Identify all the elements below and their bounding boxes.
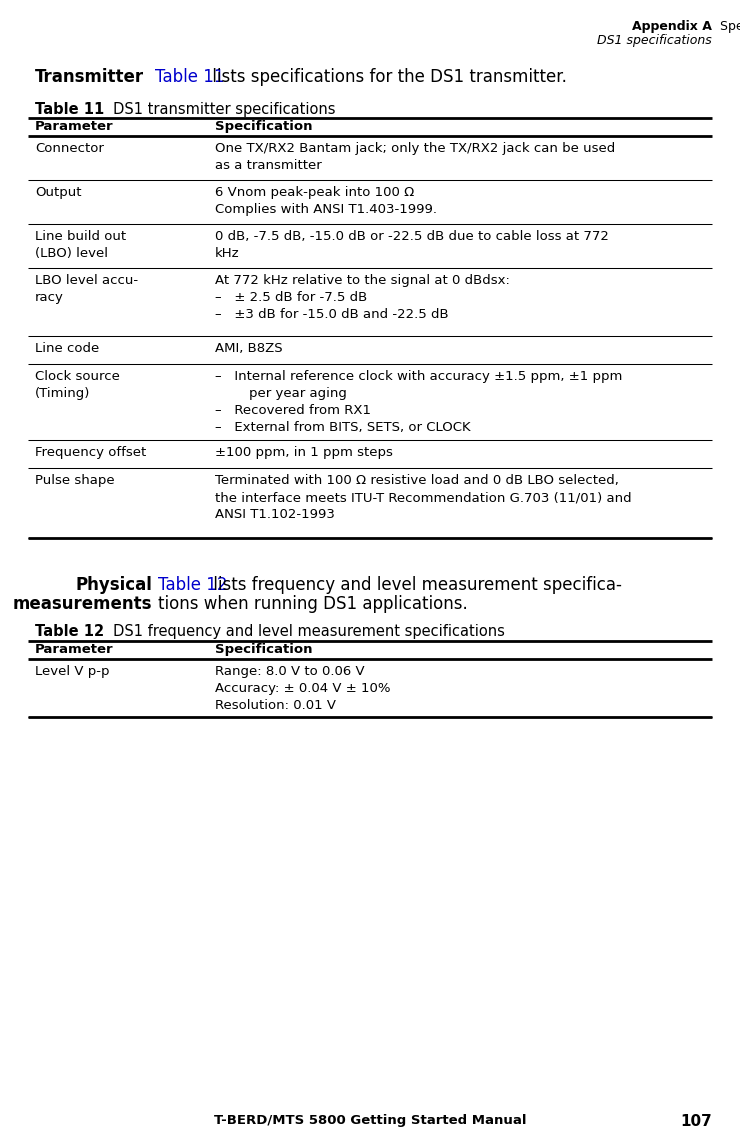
Text: AMI, B8ZS: AMI, B8ZS	[215, 343, 283, 355]
Text: measurements: measurements	[13, 595, 152, 613]
Text: Table 12: Table 12	[158, 576, 227, 594]
Text: LBO level accu-
racy: LBO level accu- racy	[35, 274, 138, 304]
Text: lists specifications for the DS1 transmitter.: lists specifications for the DS1 transmi…	[207, 68, 567, 86]
Text: One TX/RX2 Bantam jack; only the TX/RX2 jack can be used
as a transmitter: One TX/RX2 Bantam jack; only the TX/RX2 …	[215, 142, 615, 172]
Text: Level V p-p: Level V p-p	[35, 665, 110, 678]
Text: –   Internal reference clock with accuracy ±1.5 ppm, ±1 ppm
        per year agi: – Internal reference clock with accuracy…	[215, 370, 622, 434]
Text: Table 12: Table 12	[35, 624, 104, 640]
Text: DS1 transmitter specifications: DS1 transmitter specifications	[90, 102, 335, 117]
Text: Transmitter: Transmitter	[35, 68, 144, 86]
Text: DS1 frequency and level measurement specifications: DS1 frequency and level measurement spec…	[90, 624, 505, 640]
Text: 0 dB, -7.5 dB, -15.0 dB or -22.5 dB due to cable loss at 772
kHz: 0 dB, -7.5 dB, -15.0 dB or -22.5 dB due …	[215, 230, 609, 259]
Text: Specification: Specification	[215, 643, 312, 655]
Text: Terminated with 100 Ω resistive load and 0 dB LBO selected,
the interface meets : Terminated with 100 Ω resistive load and…	[215, 475, 632, 521]
Text: 6 Vnom peak-peak into 100 Ω
Complies with ANSI T1.403-1999.: 6 Vnom peak-peak into 100 Ω Complies wit…	[215, 185, 437, 216]
Text: Line code: Line code	[35, 343, 99, 355]
Text: tions when running DS1 applications.: tions when running DS1 applications.	[158, 595, 468, 613]
Text: Parameter: Parameter	[35, 119, 114, 133]
Text: T-BERD/MTS 5800 Getting Started Manual: T-BERD/MTS 5800 Getting Started Manual	[214, 1114, 526, 1127]
Text: Range: 8.0 V to 0.06 V
Accuracy: ± 0.04 V ± 10%
Resolution: 0.01 V: Range: 8.0 V to 0.06 V Accuracy: ± 0.04 …	[215, 665, 391, 712]
Text: Parameter: Parameter	[35, 643, 114, 655]
Text: Appendix A: Appendix A	[632, 20, 712, 33]
Text: Connector: Connector	[35, 142, 104, 155]
Text: Table 11: Table 11	[35, 102, 104, 117]
Text: Physical: Physical	[75, 576, 152, 594]
Text: Table 11: Table 11	[155, 68, 224, 86]
Text: Output: Output	[35, 185, 81, 199]
Text: At 772 kHz relative to the signal at 0 dBdsx:
–   ± 2.5 dB for -7.5 dB
–   ±3 dB: At 772 kHz relative to the signal at 0 d…	[215, 274, 510, 321]
Text: Specifications: Specifications	[712, 20, 740, 33]
Text: ±100 ppm, in 1 ppm steps: ±100 ppm, in 1 ppm steps	[215, 446, 393, 459]
Text: Line build out
(LBO) level: Line build out (LBO) level	[35, 230, 126, 259]
Text: Pulse shape: Pulse shape	[35, 475, 115, 487]
Text: lists frequency and level measurement specifica-: lists frequency and level measurement sp…	[208, 576, 622, 594]
Text: DS1 specifications: DS1 specifications	[597, 34, 712, 47]
Text: Frequency offset: Frequency offset	[35, 446, 147, 459]
Text: 107: 107	[680, 1114, 712, 1129]
Text: Clock source
(Timing): Clock source (Timing)	[35, 370, 120, 399]
Text: Specification: Specification	[215, 119, 312, 133]
